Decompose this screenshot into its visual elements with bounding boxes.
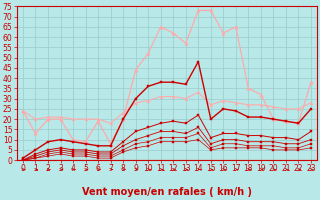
X-axis label: Vent moyen/en rafales ( km/h ): Vent moyen/en rafales ( km/h ) xyxy=(82,187,252,197)
